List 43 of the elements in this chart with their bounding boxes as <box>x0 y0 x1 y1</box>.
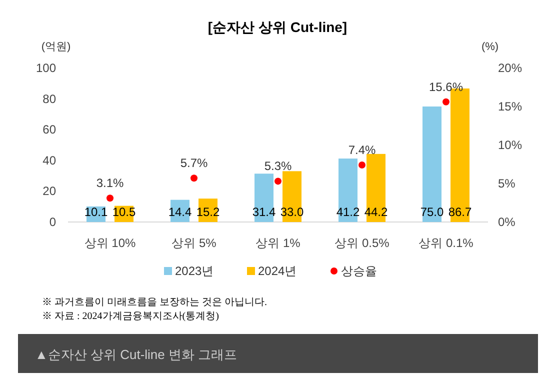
y-tick-label: 60 <box>42 122 56 137</box>
point <box>442 98 450 106</box>
y-axis-title: (억원) <box>41 41 71 53</box>
point <box>274 178 282 185</box>
text: ※ 과거흐름이 미래흐름을 보장하는 것은 아닙니다. <box>42 297 267 308</box>
y2-tick-label: 0% <box>498 215 516 229</box>
data-label: 14.4 <box>168 205 192 219</box>
data-label: 3.1% <box>96 176 124 190</box>
legend-label: 2024년 <box>258 264 297 278</box>
data-label: 7.4% <box>348 143 376 158</box>
point <box>190 174 198 182</box>
y2-tick-label: 15% <box>498 100 522 114</box>
chart-title: [순자산 상위 Cut-line] <box>208 19 348 35</box>
y2-tick-label: 20% <box>498 61 522 75</box>
x-tick-label: 상위 5% <box>172 236 217 250</box>
y2-tick-label: 5% <box>498 176 516 190</box>
y-tick-label: 40 <box>42 153 56 168</box>
data-label: 41.2 <box>336 205 360 219</box>
y-tick-label: 20 <box>42 184 56 198</box>
y-tick-label: 80 <box>42 92 56 106</box>
x-tick-label: 상위 1% <box>256 236 301 250</box>
y2-tick-label: 10% <box>498 138 522 152</box>
data-label: 75.0 <box>420 205 444 219</box>
legend-label: 상승율 <box>341 264 377 278</box>
y-tick-label: 0 <box>49 215 56 229</box>
data-label: 5.7% <box>180 156 208 170</box>
text: ▲순자산 상위 Cut-line 변화 그래프 <box>35 347 238 362</box>
data-label: 10.1 <box>84 205 108 219</box>
x-tick-label: 상위 0.5% <box>334 236 390 250</box>
legend-label: 2023년 <box>175 264 214 278</box>
point <box>106 194 114 202</box>
y2-axis-title: (%) <box>481 41 499 53</box>
bar <box>254 174 274 222</box>
bar <box>422 106 442 222</box>
data-label: 31.4 <box>252 205 276 219</box>
x-tick-label: 상위 0.1% <box>418 236 474 250</box>
data-label: 5.3% <box>264 159 292 174</box>
data-label: 15.6% <box>428 80 464 94</box>
x-tick-label: 상위 10% <box>84 236 136 250</box>
bar <box>338 158 358 222</box>
point <box>358 162 366 169</box>
text: ※ 자료 : 2024가계금융복지조사(통계청) <box>42 311 219 322</box>
y-tick-label: 100 <box>36 61 56 75</box>
